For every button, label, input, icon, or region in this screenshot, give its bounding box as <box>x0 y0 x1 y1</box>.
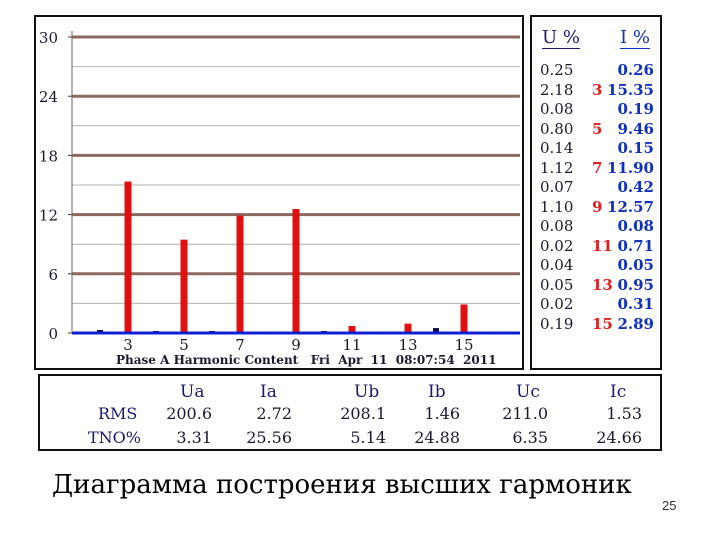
table-cell-i: 0.15 <box>617 139 654 157</box>
x-tick-label: 15 <box>454 336 473 354</box>
table-row: 0.04 0.05 <box>532 256 662 275</box>
table-cell-harmonic: 15 <box>592 314 613 333</box>
table-cell-harmonic: 11 <box>592 236 613 255</box>
table-row: 0.07 0.42 <box>532 178 662 197</box>
page-number: 25 <box>662 498 677 513</box>
table-header-u: U % <box>542 27 580 49</box>
table-cell-u: 1.10 <box>540 197 574 216</box>
stat-tno-value: 6.35 <box>512 428 548 447</box>
stat-tno-value: 24.66 <box>596 428 642 447</box>
bar-odd-harmonic <box>460 304 468 333</box>
y-tick-label: 24 <box>39 88 58 106</box>
y-tick-label: 6 <box>48 266 58 284</box>
chart-title: Phase A Harmonic Content Fri Apr 11 08:0… <box>116 353 496 367</box>
table-cell-harmonic: 7 <box>592 158 603 177</box>
table-row: 0.14 0.15 <box>532 139 662 158</box>
y-tick-label: 30 <box>39 29 58 47</box>
table-row: 0.08 0.19 <box>532 100 662 119</box>
stat-column-header: Ub <box>354 382 380 402</box>
table-cell-harmonic: 3 <box>592 80 603 99</box>
table-cell-i: 0.42 <box>617 178 654 196</box>
table-cell-i: 0.08 <box>617 217 654 235</box>
bar-odd-harmonic <box>180 239 188 333</box>
table-cell-i: 9.46 <box>617 119 654 138</box>
table-cell-i: 12.57 <box>607 197 654 216</box>
bar-odd-harmonic <box>348 325 356 333</box>
x-tick-label: 5 <box>179 336 189 354</box>
stat-rms-value: 208.1 <box>340 404 386 423</box>
table-cell-u: 0.08 <box>540 217 574 235</box>
table-cell-u: 0.02 <box>540 236 574 255</box>
stat-rms-value: 211.0 <box>502 404 548 423</box>
table-cell-i: 0.31 <box>617 295 654 313</box>
table-cell-harmonic: 9 <box>592 197 603 216</box>
table-cell-u: 2.18 <box>540 80 574 99</box>
stat-column-header: Uc <box>516 382 540 402</box>
stat-column-header: Ic <box>610 382 627 402</box>
x-tick-label: 11 <box>342 336 361 354</box>
table-cell-i: 0.05 <box>617 256 654 274</box>
stat-rms-value: 200.6 <box>166 404 212 423</box>
table-row: 0.19 15 2.89 <box>532 315 662 334</box>
table-cell-u: 0.80 <box>540 119 574 138</box>
bar-odd-harmonic <box>292 208 300 333</box>
harmonic-table-panel: U % I % 0.25 0.26 2.18 3 15.35 0.08 0.19 0.80 5 9… <box>530 15 662 370</box>
table-row: 1.12 7 11.90 <box>532 159 662 178</box>
stat-rms-value: 1.53 <box>606 404 642 423</box>
bar-odd-harmonic <box>124 181 132 333</box>
stat-tno-value: 25.56 <box>246 428 292 447</box>
table-cell-u: 0.14 <box>540 139 574 157</box>
table-cell-harmonic: 13 <box>592 275 613 294</box>
x-tick-label: 7 <box>235 336 245 354</box>
table-cell-u: 0.02 <box>540 295 574 313</box>
table-cell-u: 0.04 <box>540 256 574 274</box>
table-cell-harmonic: 5 <box>592 119 603 138</box>
table-cell-i: 0.26 <box>617 61 654 79</box>
table-cell-u: 0.05 <box>540 275 574 294</box>
table-cell-u: 0.07 <box>540 178 574 196</box>
table-cell-i: 11.90 <box>607 158 654 177</box>
table-cell-i: 0.95 <box>617 275 654 294</box>
bar-odd-harmonic <box>404 323 412 333</box>
stats-panel: Ua Ia Ub Ib Uc Ic RMS TNO% 200.6 2.72 208.1 1.46 211… <box>38 374 662 451</box>
stat-rms-value: 1.46 <box>424 404 460 423</box>
table-cell-i: 0.19 <box>617 100 654 118</box>
table-row: 0.02 11 0.71 <box>532 237 662 256</box>
stat-row-label-rms: RMS <box>98 404 138 423</box>
table-cell-i: 15.35 <box>607 80 654 99</box>
bar-odd-harmonic <box>236 215 244 333</box>
stat-rms-value: 2.72 <box>256 404 292 423</box>
slide-caption: Диаграмма построения высших гармоник <box>52 470 632 500</box>
x-tick-label: 9 <box>291 336 301 354</box>
table-row: 0.08 0.08 <box>532 217 662 236</box>
table-cell-u: 0.19 <box>540 314 574 333</box>
bar-even-harmonic <box>433 328 439 333</box>
stat-tno-value: 24.88 <box>414 428 460 447</box>
y-tick-label: 0 <box>48 325 58 343</box>
table-cell-u: 0.08 <box>540 100 574 118</box>
x-tick-label: 3 <box>123 336 133 354</box>
table-cell-i: 0.71 <box>617 236 654 255</box>
table-header-i: I % <box>620 27 650 49</box>
table-row: 0.05 13 0.95 <box>532 276 662 295</box>
stat-tno-value: 5.14 <box>350 428 386 447</box>
table-cell-i: 2.89 <box>617 314 654 333</box>
table-cell-u: 0.25 <box>540 61 574 79</box>
table-row: 0.80 5 9.46 <box>532 120 662 139</box>
y-tick-label: 18 <box>39 147 58 165</box>
y-tick-label: 12 <box>39 207 58 225</box>
table-row: 1.10 9 12.57 <box>532 198 662 217</box>
stat-column-header: Ia <box>260 382 277 402</box>
table-row: 0.02 0.31 <box>532 295 662 314</box>
x-tick-label: 13 <box>398 336 417 354</box>
stat-row-label-tno: TNO% <box>88 428 141 447</box>
stat-column-header: Ua <box>180 382 205 402</box>
stat-column-header: Ib <box>428 382 446 402</box>
table-row: 0.25 0.26 <box>532 61 662 80</box>
table-cell-u: 1.12 <box>540 158 574 177</box>
table-row: 2.18 3 15.35 <box>532 81 662 100</box>
stat-tno-value: 3.31 <box>176 428 212 447</box>
chart-panel: 0 6 12 18 24 30 3 5 7 9 11 13 15 Phase A Harmonic Con… <box>34 15 524 370</box>
